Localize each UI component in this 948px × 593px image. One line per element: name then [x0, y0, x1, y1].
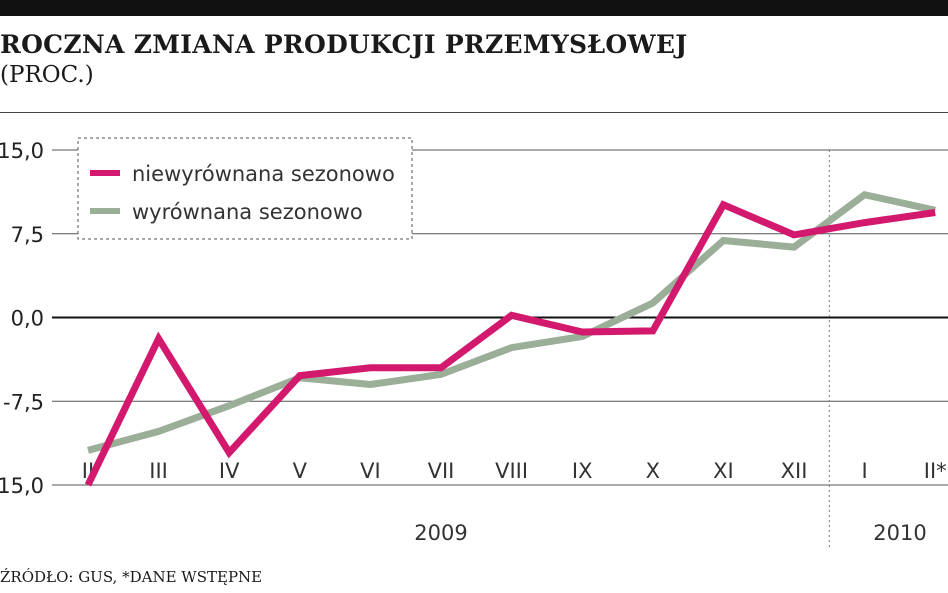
- y-tick-label: 0,0: [11, 307, 44, 331]
- y-axis-ticks: 15,0 7,5 0,0 -7,5 -15,0: [0, 139, 44, 498]
- y-tick-label: -15,0: [0, 474, 44, 498]
- year-label: 2010: [873, 521, 926, 545]
- chart-subtitle: (PROC.): [0, 62, 94, 88]
- x-tick-label: III: [149, 459, 168, 483]
- x-tick-label: XII: [781, 459, 808, 483]
- title-divider: [0, 112, 948, 113]
- series-lines: [84, 190, 936, 487]
- x-tick-label: X: [646, 459, 660, 483]
- x-axis-ticks: II III IV V VI VII VIII IX X XI XII I II*: [82, 459, 947, 483]
- legend-box: [77, 137, 413, 240]
- y-tick-label: -7,5: [3, 390, 44, 414]
- series-line-adjusted: [87, 190, 936, 454]
- x-tick-label: II*: [924, 459, 947, 483]
- x-tick-label: I: [861, 459, 867, 483]
- x-tick-label: IX: [572, 459, 593, 483]
- chart-title: ROCZNA ZMIANA PRODUKCJI PRZEMYSŁOWEJ: [0, 30, 688, 59]
- y-tick-label: 7,5: [11, 223, 44, 247]
- x-tick-label: VII: [428, 459, 455, 483]
- year-labels: 2009 2010: [414, 521, 926, 545]
- x-tick-label: V: [293, 459, 308, 483]
- year-label: 2009: [414, 521, 467, 545]
- x-tick-label: VIII: [495, 459, 528, 483]
- legend-label-adjusted: wyrównana sezonowo: [132, 200, 363, 224]
- legend-label-unadjusted: niewyrównana sezonowo: [132, 162, 395, 186]
- series-line-unadjusted: [84, 200, 936, 487]
- x-tick-label: XI: [713, 459, 734, 483]
- source-note: ŹRÓDŁO: GUS, *DANE WSTĘPNE: [0, 568, 263, 586]
- y-tick-label: 15,0: [0, 139, 44, 163]
- top-bar: [0, 0, 948, 16]
- x-tick-label: IV: [219, 459, 240, 483]
- legend: niewyrównana sezonowo wyrównana sezonowo: [77, 137, 413, 240]
- x-tick-label: VI: [360, 459, 381, 483]
